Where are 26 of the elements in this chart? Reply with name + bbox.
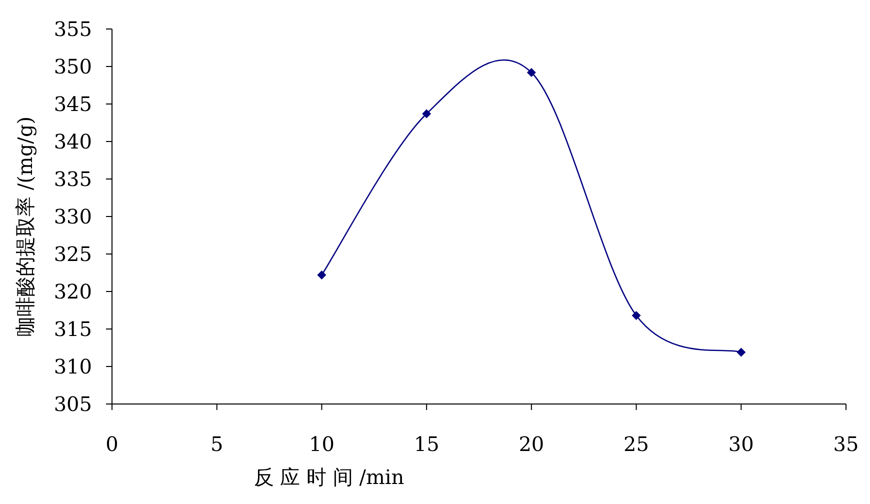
- point: [317, 270, 326, 280]
- y-tick-label: 345: [54, 92, 92, 116]
- x-tick-label: 35: [833, 432, 859, 456]
- y-tick-label: 340: [54, 130, 92, 154]
- y-tick-label: 315: [54, 317, 92, 341]
- y-tick-label: 320: [54, 280, 92, 304]
- y-tick-label: 310: [54, 354, 92, 378]
- point: [736, 348, 746, 357]
- x-tick-label: 25: [624, 432, 650, 456]
- y-tick-label: 305: [54, 392, 92, 416]
- x-axis-title: 反 应 时 间 /min: [254, 465, 404, 489]
- point: [422, 109, 432, 118]
- x-tick-label: 5: [210, 432, 224, 456]
- point: [526, 68, 536, 77]
- y-axis-title: 咖啡酸的提取率 /(mg/g): [13, 116, 37, 337]
- y-tick-label: 335: [54, 167, 92, 191]
- x-tick-label: 20: [518, 432, 544, 456]
- point: [632, 311, 641, 320]
- x-tick-label: 15: [414, 432, 440, 456]
- y-tick-label: 350: [54, 54, 92, 78]
- y-tick-label: 330: [54, 204, 92, 228]
- x-tick-label: 30: [728, 432, 754, 456]
- x-tick-label: 10: [308, 432, 334, 456]
- x-tick-label: 0: [106, 432, 118, 456]
- y-tick-label: 355: [54, 17, 92, 41]
- y-tick-label: 325: [54, 242, 92, 266]
